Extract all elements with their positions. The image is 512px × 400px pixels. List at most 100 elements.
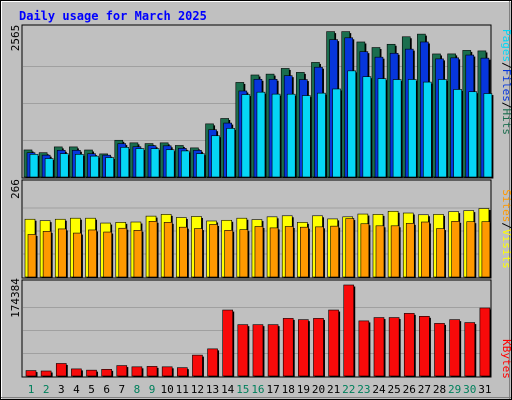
visits-bar-sites-day-18 xyxy=(284,226,294,278)
kbytes-max-label: 174384 xyxy=(9,278,22,318)
hits-bar-pages-day-7 xyxy=(120,147,130,178)
hits-bar-pages-day-13 xyxy=(211,135,220,178)
chart-title: Daily usage for March 2025 xyxy=(19,9,207,23)
hits-panel: 2565 Pages/Files/Hits xyxy=(9,24,512,179)
visits-bar-sites-day-7 xyxy=(118,227,128,278)
x-tick-label-day-16: 16 xyxy=(251,383,264,396)
kbytes-bar-kbytes-day-7 xyxy=(116,365,128,377)
kbytes-bar-kbytes-day-9 xyxy=(146,366,158,377)
legend-slash: / xyxy=(500,222,512,229)
kbytes-bar-kbytes-day-14 xyxy=(222,309,233,377)
hits-bar-pages-day-9 xyxy=(150,148,160,178)
x-tick-label-day-6: 6 xyxy=(103,383,110,396)
hits-max-label: 2565 xyxy=(9,25,22,52)
visits-legend: Sites/Visits xyxy=(500,189,512,269)
kbytes-bar-kbytes-day-26 xyxy=(403,313,415,377)
hits-bar-pages-day-29 xyxy=(453,89,462,178)
kbytes-bar-kbytes-day-12 xyxy=(192,354,203,377)
hits-legend: Pages/Files/Hits xyxy=(500,29,512,135)
x-tick-label-day-25: 25 xyxy=(387,383,400,396)
x-tick-label-day-10: 10 xyxy=(161,383,174,396)
visits-bar-sites-day-5 xyxy=(88,229,97,278)
visits-bar-sites-day-30 xyxy=(466,221,476,278)
visits-bar-sites-day-1 xyxy=(27,234,37,278)
hits-bar-pages-day-23 xyxy=(362,76,372,178)
visits-bar-sites-day-21 xyxy=(330,225,339,278)
kbytes-bar-kbytes-day-19 xyxy=(298,319,309,377)
visits-bar-sites-day-24 xyxy=(375,225,385,278)
hits-bar-pages-day-22 xyxy=(347,70,357,178)
hits-bar-pages-day-11 xyxy=(181,150,190,178)
visits-panel: 266 Sites/Visits xyxy=(9,179,512,279)
kbytes-bar-kbytes-day-6 xyxy=(101,369,112,377)
visits-bar-sites-day-4 xyxy=(73,232,82,278)
legend-pages: Pages xyxy=(500,29,512,62)
visits-bar-sites-day-23 xyxy=(360,223,370,278)
hits-bar-pages-day-5 xyxy=(90,155,99,178)
kbytes-bar-kbytes-day-18 xyxy=(282,318,294,377)
visits-bar-sites-day-19 xyxy=(300,226,309,278)
visits-bar-sites-day-13 xyxy=(209,224,218,278)
visits-bar-sites-day-2 xyxy=(42,231,52,278)
x-tick-label-day-21: 21 xyxy=(327,383,340,396)
hits-bar-pages-day-14 xyxy=(226,128,235,178)
visits-bar-sites-day-17 xyxy=(269,227,279,278)
x-tick-label-day-2: 2 xyxy=(43,383,50,396)
visits-bar-sites-day-3 xyxy=(57,228,67,278)
hits-bar-pages-day-3 xyxy=(59,153,69,178)
hits-bar-pages-day-24 xyxy=(377,78,387,178)
x-tick-label-day-3: 3 xyxy=(58,383,65,396)
x-axis-labels: 1 2 3 4 5 6 7 8 9 10 11 12 13 14 15 16 17 18 19 20 21 22 23 24 2… xyxy=(28,383,492,396)
visits-max-label: 266 xyxy=(9,179,22,199)
x-tick-label-day-30: 30 xyxy=(463,383,476,396)
x-tick-label-day-9: 9 xyxy=(149,383,156,396)
visits-bar-sites-day-31 xyxy=(481,221,491,278)
kbytes-bar-kbytes-day-4 xyxy=(71,368,82,377)
hits-bar-pages-day-17 xyxy=(271,93,281,178)
kbytes-bar-kbytes-day-17 xyxy=(267,324,279,377)
kbytes-bar-kbytes-day-16 xyxy=(252,324,264,377)
x-tick-label-day-24: 24 xyxy=(372,383,386,396)
kbytes-bar-kbytes-day-30 xyxy=(464,322,476,377)
x-tick-label-day-12: 12 xyxy=(191,383,204,396)
kbytes-legend: KBytes xyxy=(500,339,512,379)
hits-bar-pages-day-30 xyxy=(468,91,478,178)
kbytes-bar-kbytes-day-25 xyxy=(388,317,400,377)
visits-bar-sites-day-15 xyxy=(239,229,249,278)
hits-bar-pages-day-12 xyxy=(196,153,205,178)
visits-bar-sites-day-22 xyxy=(345,218,355,278)
kbytes-bar-kbytes-day-1 xyxy=(25,370,37,377)
hits-bar-pages-day-10 xyxy=(165,149,175,178)
visits-bar-sites-day-28 xyxy=(436,228,445,278)
hits-bar-pages-day-16 xyxy=(256,91,266,178)
kbytes-panel: 174384 KBytes xyxy=(9,278,512,379)
hits-bar-pages-day-26 xyxy=(407,79,417,178)
hits-bar-pages-day-31 xyxy=(483,93,493,178)
x-tick-label-day-23: 23 xyxy=(357,383,370,396)
x-tick-label-day-1: 1 xyxy=(28,383,35,396)
kbytes-bar-kbytes-day-10 xyxy=(161,366,173,377)
visits-bar-sites-day-10 xyxy=(163,222,173,278)
kbytes-bar-kbytes-day-11 xyxy=(177,367,188,377)
legend-visits: Visits xyxy=(500,229,512,269)
visits-bar-sites-day-11 xyxy=(179,226,188,278)
visits-bar-sites-day-12 xyxy=(194,228,203,278)
hits-bar-pages-day-28 xyxy=(438,79,447,178)
kbytes-bar-kbytes-day-20 xyxy=(313,318,324,377)
hits-bar-pages-day-6 xyxy=(105,157,114,178)
x-tick-label-day-13: 13 xyxy=(206,383,219,396)
kbytes-bar-kbytes-day-29 xyxy=(449,319,460,377)
hits-bar-pages-day-15 xyxy=(241,94,251,178)
hits-bar-pages-day-20 xyxy=(317,92,326,178)
legend-slash: / xyxy=(500,102,512,109)
visits-bar-sites-day-25 xyxy=(390,225,400,278)
legend-sites: Sites xyxy=(500,189,512,222)
kbytes-bar-kbytes-day-31 xyxy=(479,307,491,377)
x-tick-label-day-20: 20 xyxy=(312,383,325,396)
hits-bar-pages-day-25 xyxy=(392,79,402,178)
visits-bar-sites-day-29 xyxy=(451,221,460,278)
visits-bar-sites-day-9 xyxy=(148,221,158,278)
visits-bar-sites-day-16 xyxy=(254,226,264,278)
hits-bar-pages-day-27 xyxy=(423,81,432,178)
x-tick-label-day-7: 7 xyxy=(118,383,125,396)
